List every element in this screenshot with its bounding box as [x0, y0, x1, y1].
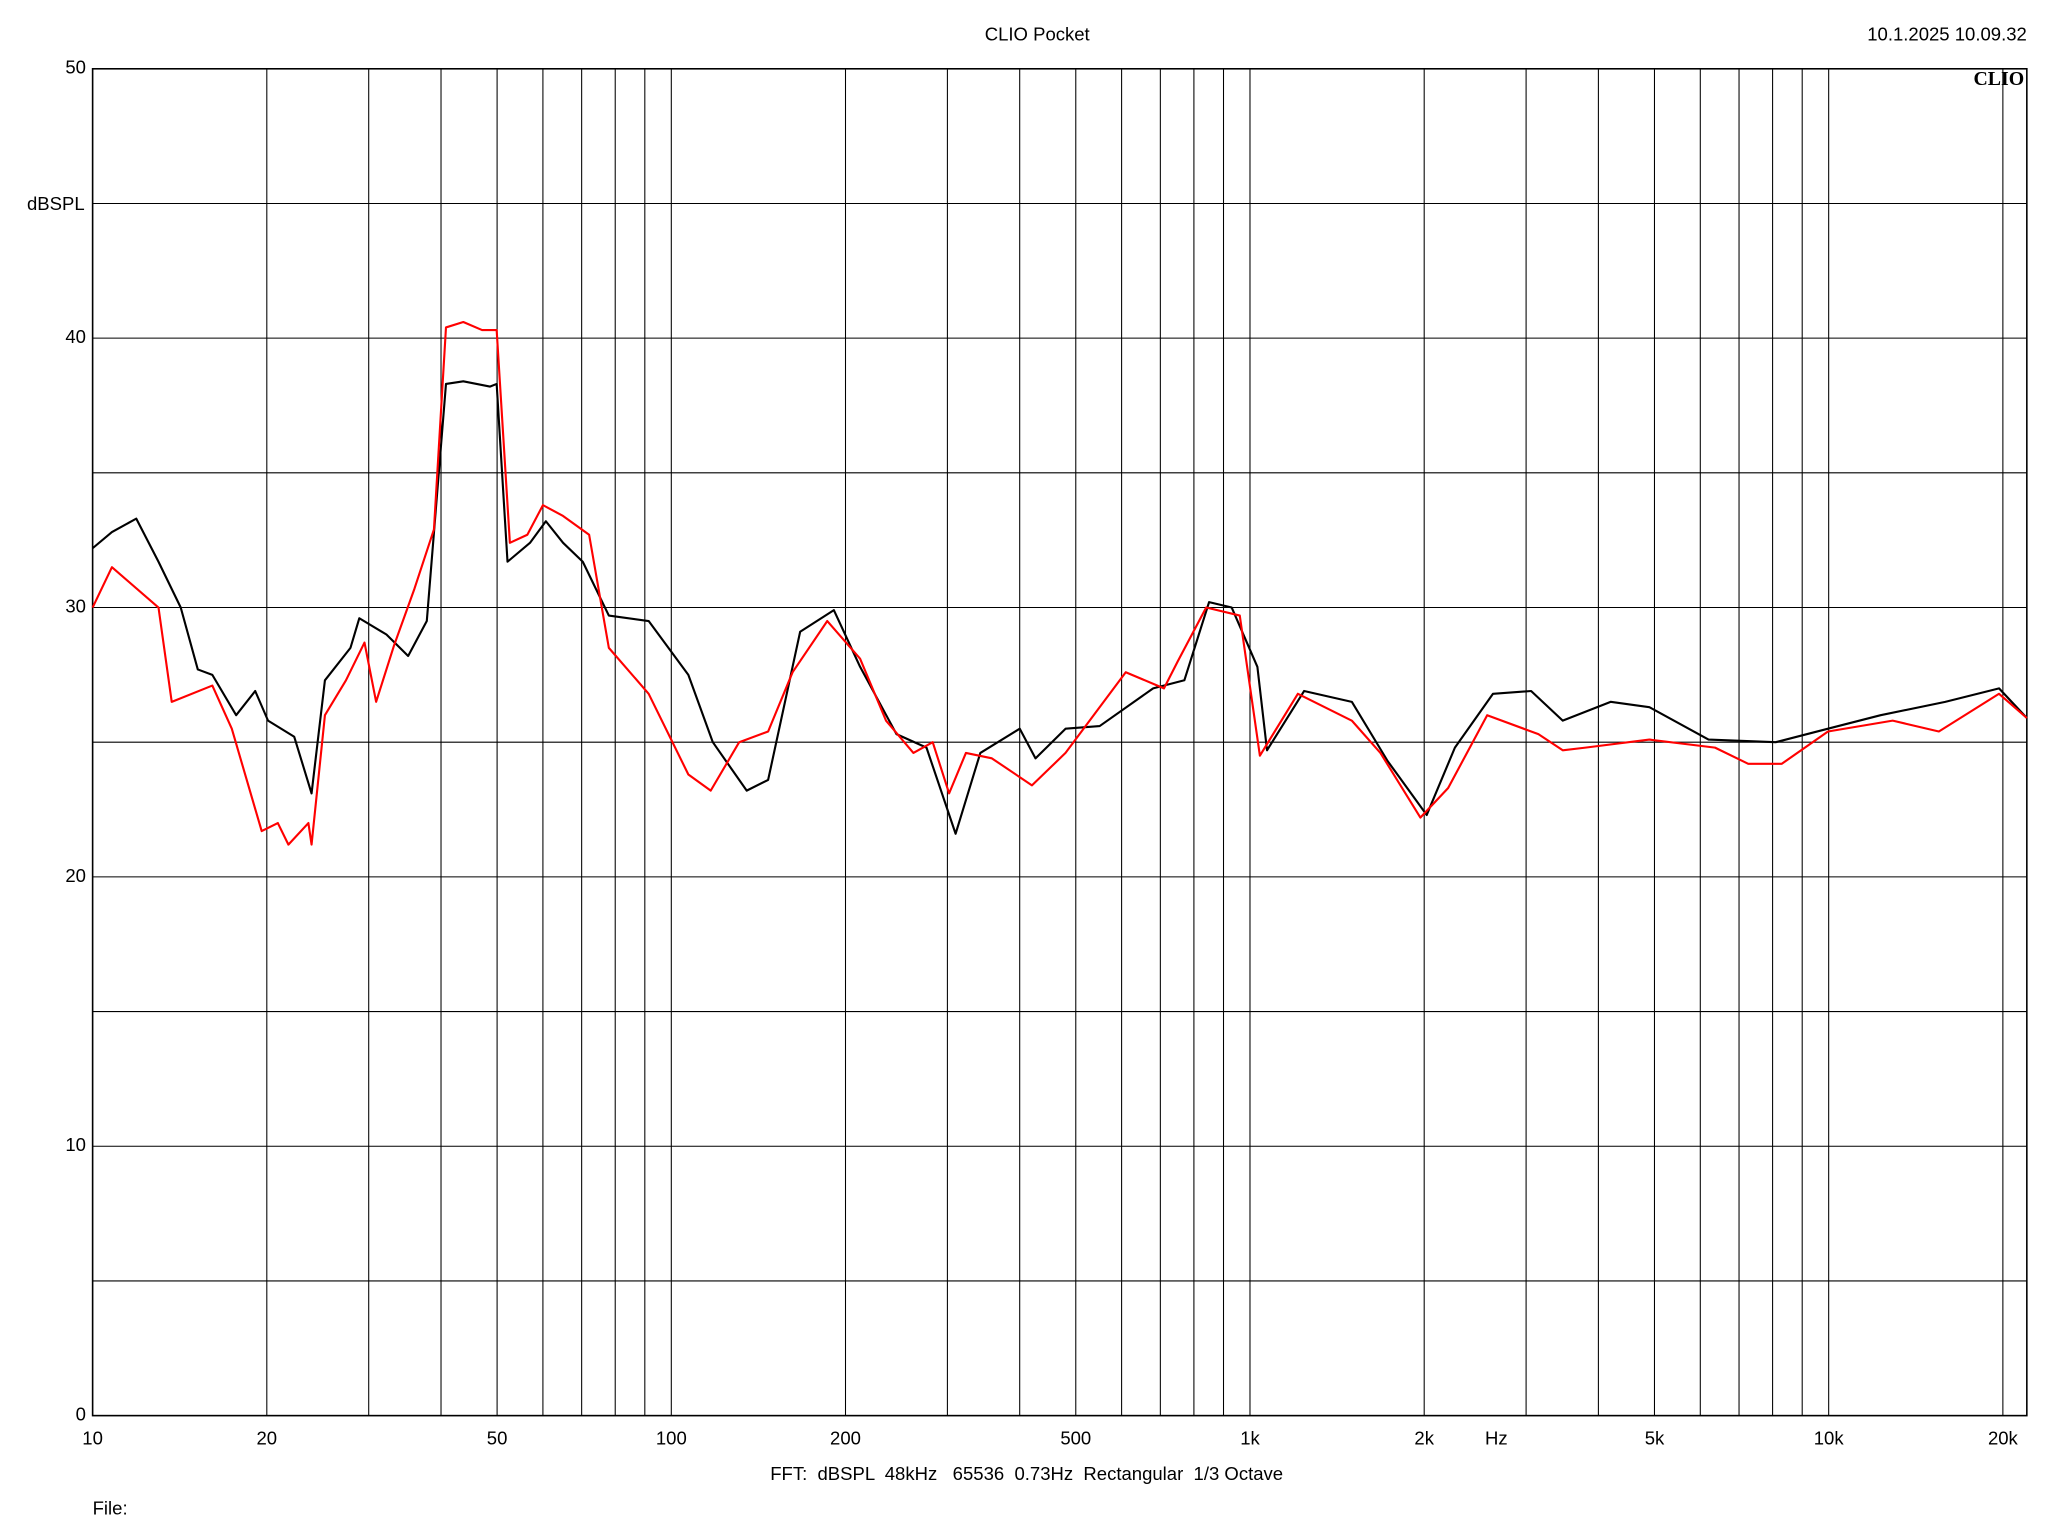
y-tick-label: 0 — [76, 1403, 86, 1424]
plot-frame — [91, 68, 2028, 1417]
x-tick-label: 1k — [1240, 1427, 1260, 1448]
x-tick-label: 50 — [487, 1427, 508, 1448]
chart-title: CLIO Pocket — [985, 24, 1091, 45]
x-tick-label: 20 — [257, 1427, 278, 1448]
timestamp: 10.1.2025 10.09.32 — [1867, 24, 2027, 45]
footer: FFT: dBSPL 48kHz 65536 0.73Hz Rectangula… — [770, 1463, 1283, 1484]
y-tick-label: 10 — [65, 1134, 86, 1155]
x-tick-label: 10k — [1814, 1427, 1845, 1448]
x-tick-label: 5k — [1645, 1427, 1665, 1448]
y-tick-label: 20 — [65, 865, 86, 886]
file-label: File: — [93, 1497, 128, 1518]
y-tick-label: 30 — [65, 595, 86, 616]
logo: CLIO — [1973, 68, 2024, 90]
x-tick-label: 20k — [1988, 1427, 2019, 1448]
x-tick-label: 2k — [1414, 1427, 1434, 1448]
x-axis-label: Hz — [1485, 1427, 1508, 1448]
x-tick-label: 200 — [830, 1427, 861, 1448]
x-tick-label: 500 — [1060, 1427, 1091, 1448]
x-tick-label: 10 — [82, 1427, 103, 1448]
data-line — [91, 380, 2028, 835]
data-line — [91, 320, 2028, 846]
y-tick-label: 50 — [65, 57, 86, 78]
x-tick-label: 100 — [656, 1427, 687, 1448]
y-axis-label: dBSPL — [27, 193, 85, 214]
y-tick-label: 40 — [65, 326, 86, 347]
